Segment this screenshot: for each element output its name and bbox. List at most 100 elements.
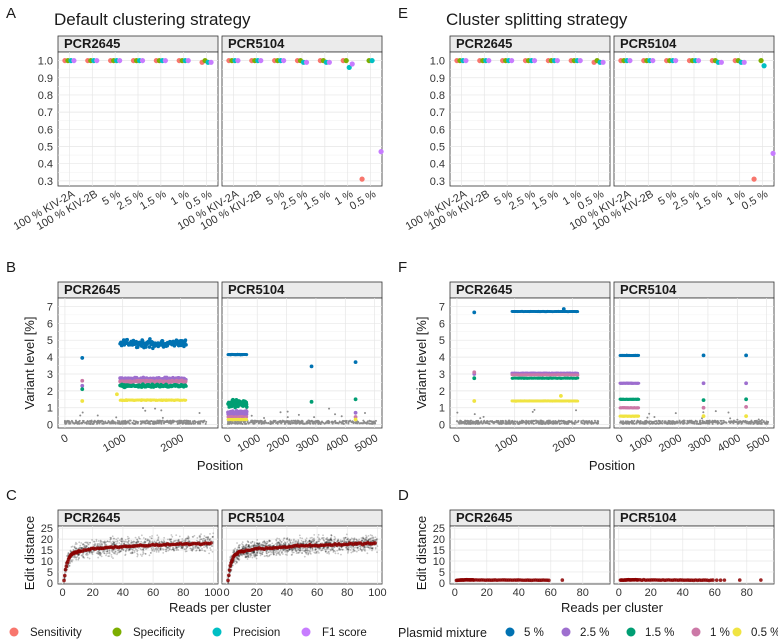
read-cluster-point bbox=[82, 552, 84, 555]
noise-point bbox=[682, 419, 685, 422]
x-tick-label: 3000 bbox=[294, 432, 321, 455]
noise-point bbox=[476, 419, 479, 422]
read-cluster-point bbox=[128, 537, 130, 540]
noise-point bbox=[488, 422, 491, 425]
noise-point bbox=[720, 422, 723, 425]
noise-point bbox=[507, 419, 510, 422]
noise-point bbox=[748, 420, 751, 423]
noise-point bbox=[297, 413, 300, 416]
variant-point-1-5 bbox=[244, 405, 249, 409]
read-cluster-point bbox=[208, 552, 211, 555]
noise-point bbox=[699, 422, 702, 425]
noise-point bbox=[655, 420, 658, 423]
facet-label-e-1: PCR5104 bbox=[620, 36, 677, 51]
noise-point bbox=[99, 420, 102, 423]
x-tick-label: 80 bbox=[177, 587, 189, 599]
read-cluster-point bbox=[188, 537, 190, 540]
y-tick-label: 0.7 bbox=[430, 107, 445, 119]
noise-point bbox=[474, 422, 477, 425]
y-tick-label: 0 bbox=[47, 420, 53, 432]
noise-point bbox=[347, 421, 350, 424]
read-cluster-point bbox=[200, 538, 203, 541]
variant-point-5-outlier bbox=[561, 307, 566, 311]
read-cluster-point bbox=[100, 542, 103, 545]
facet-label-b-1: PCR5104 bbox=[228, 282, 285, 297]
noise-point bbox=[326, 421, 329, 424]
facet-label-c-0: PCR2645 bbox=[64, 510, 120, 525]
read-cluster-point bbox=[85, 544, 88, 547]
read-cluster-point bbox=[194, 547, 197, 549]
noise-point bbox=[502, 420, 505, 423]
noise-point bbox=[671, 422, 674, 425]
noise-point bbox=[93, 421, 96, 424]
noise-point bbox=[649, 420, 652, 423]
read-cluster-point bbox=[131, 551, 133, 554]
point-precision bbox=[346, 64, 352, 71]
noise-point bbox=[716, 422, 719, 425]
read-cluster-point bbox=[96, 544, 99, 547]
x-tick-label: 20 bbox=[87, 587, 99, 599]
noise-point bbox=[674, 412, 677, 415]
noise-point bbox=[154, 407, 157, 410]
point-f1-score bbox=[463, 57, 469, 64]
read-cluster-point bbox=[114, 540, 117, 543]
noise-point bbox=[728, 421, 731, 424]
noise-point bbox=[340, 415, 343, 418]
variant-point-5 bbox=[245, 353, 249, 356]
noise-point bbox=[288, 420, 291, 423]
noise-point bbox=[587, 420, 590, 423]
point-f1-score bbox=[208, 59, 214, 65]
noise-point bbox=[314, 420, 317, 423]
point-f1-score bbox=[235, 57, 241, 64]
read-cluster-point bbox=[73, 546, 76, 549]
noise-point bbox=[123, 420, 126, 423]
variant-point-1-outlier bbox=[701, 405, 706, 410]
y-tick-label: 0.7 bbox=[38, 107, 53, 119]
noise-point bbox=[456, 411, 459, 414]
read-cluster-point bbox=[144, 541, 147, 544]
noise-point bbox=[730, 421, 733, 424]
variant-point-0-5-outlier bbox=[472, 399, 477, 403]
noise-point bbox=[643, 421, 646, 424]
panel-letter-d: D bbox=[398, 487, 409, 504]
read-cluster-point bbox=[204, 539, 207, 541]
noise-point bbox=[328, 407, 331, 410]
noise-point bbox=[283, 422, 286, 425]
read-cluster-point bbox=[105, 552, 108, 555]
x-tick-label: 0 bbox=[451, 432, 462, 445]
variant-point-5-outlier bbox=[744, 353, 749, 358]
noise-point bbox=[736, 421, 739, 424]
noise-point bbox=[508, 422, 511, 425]
read-cluster-point bbox=[69, 562, 72, 565]
noise-point bbox=[141, 420, 144, 423]
noise-point bbox=[369, 420, 372, 423]
read-cluster-point bbox=[169, 538, 172, 541]
noise-point bbox=[98, 422, 101, 425]
x-tick-label: 0 bbox=[59, 432, 70, 445]
noise-point bbox=[656, 421, 659, 424]
noise-point bbox=[548, 421, 551, 424]
x-tick-label: 100 bbox=[204, 587, 222, 599]
read-cluster-point bbox=[209, 547, 211, 549]
point-f1-score bbox=[577, 57, 583, 64]
noise-point bbox=[151, 422, 154, 425]
read-cluster-point bbox=[108, 552, 111, 555]
noise-point bbox=[520, 421, 523, 424]
noise-point bbox=[251, 420, 254, 423]
x-tick-label: 2000 bbox=[551, 432, 578, 455]
read-cluster-point bbox=[108, 550, 111, 552]
read-cluster-point bbox=[151, 537, 153, 540]
noise-point bbox=[104, 420, 107, 423]
noise-point bbox=[117, 422, 120, 425]
noise-point bbox=[558, 420, 561, 423]
noise-point bbox=[84, 421, 87, 424]
y-tick-label: 20 bbox=[41, 534, 53, 546]
read-cluster-point bbox=[187, 535, 190, 538]
y-tick-label: 5 bbox=[47, 567, 53, 579]
noise-point bbox=[370, 422, 373, 425]
read-cluster-point bbox=[154, 547, 157, 550]
read-cluster-point bbox=[175, 534, 178, 537]
x-tick-label: 1.5 % bbox=[694, 188, 725, 213]
variant-point-1-outlier bbox=[80, 378, 85, 383]
read-cluster-point bbox=[72, 548, 75, 551]
